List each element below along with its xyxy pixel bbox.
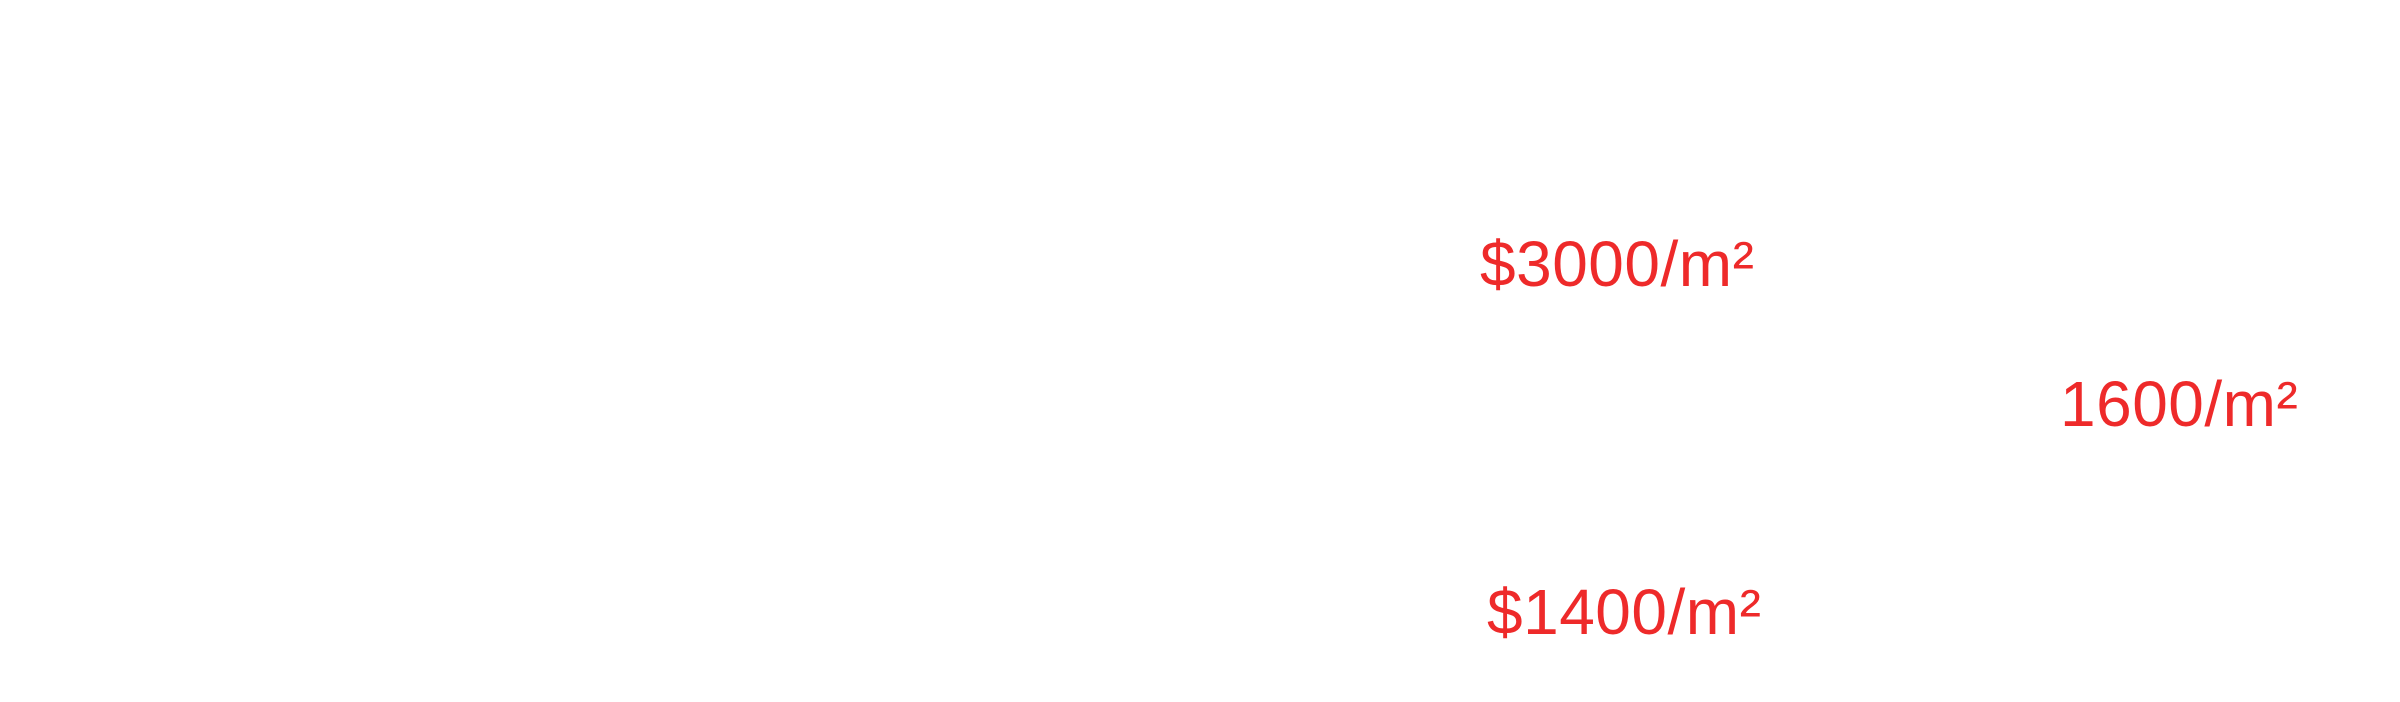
- price-label-3000: $3000/m²: [1480, 228, 1755, 300]
- price-label-1600: 1600/m²: [2060, 368, 2299, 440]
- price-label-1400: $1400/m²: [1487, 576, 1762, 648]
